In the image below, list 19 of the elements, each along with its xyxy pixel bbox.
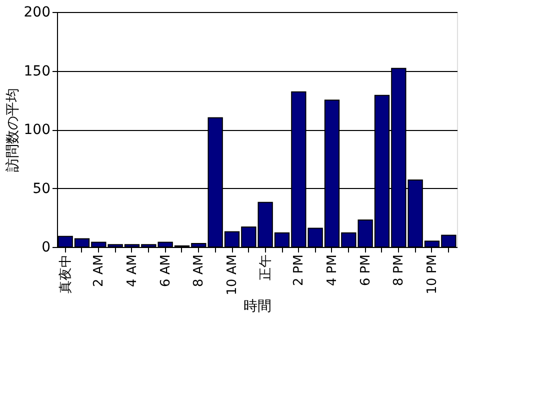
y-axis-title: 訪問数の平均	[4, 88, 21, 172]
x-tick-label: 8 AM	[192, 254, 207, 288]
x-tick-label: 6 AM	[158, 254, 174, 288]
x-tick-label: 2 AM	[92, 254, 107, 288]
y-tick-label: 150	[24, 63, 50, 80]
x-tick-label: 正午	[258, 254, 274, 280]
x-tick-label: 4 AM	[125, 254, 140, 288]
x-tick-label: 6 PM	[358, 254, 374, 286]
x-axis-title: 時間	[244, 298, 272, 314]
x-tick-label: 8 PM	[392, 254, 407, 286]
x-tick-label: 真夜中	[57, 254, 74, 294]
x-tick-label: 10 PM	[425, 254, 440, 294]
y-tick-label: 0	[42, 240, 50, 256]
x-tick-label: 4 PM	[325, 254, 340, 286]
x-tick-label: 2 PM	[292, 254, 307, 286]
y-tick-label: 100	[24, 122, 50, 138]
y-tick-label: 50	[32, 180, 50, 197]
y-tick-label: 200	[24, 4, 50, 20]
x-tick-label: 10 AM	[225, 254, 240, 296]
